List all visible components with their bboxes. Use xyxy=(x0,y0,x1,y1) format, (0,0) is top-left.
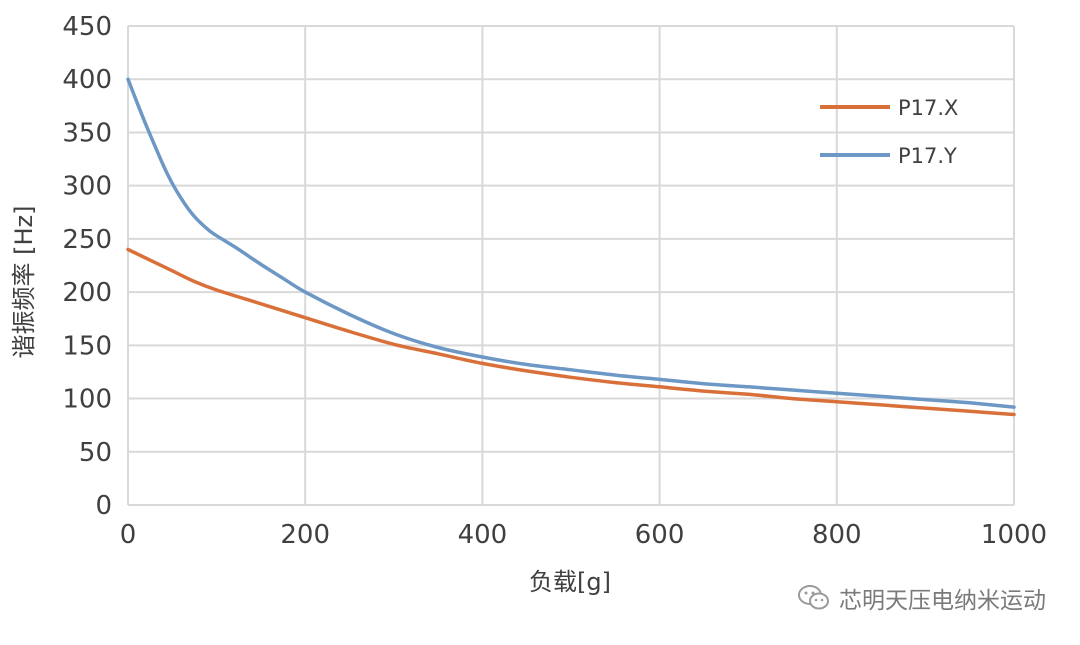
y-tick-label: 300 xyxy=(62,172,112,202)
x-tick-label: 600 xyxy=(635,520,685,550)
series-lines xyxy=(126,77,1016,417)
y-tick-label: 150 xyxy=(62,331,112,361)
x-tick-label: 800 xyxy=(812,520,862,550)
legend-label: P17.Y xyxy=(898,144,957,168)
series-line-p17-y xyxy=(126,77,1016,409)
x-axis-label: 负载[g] xyxy=(529,568,611,596)
y-tick-label: 350 xyxy=(62,118,112,148)
series-line-p17-x xyxy=(126,247,1016,417)
x-tick-label: 0 xyxy=(120,520,137,550)
wechat-icon xyxy=(798,585,829,610)
y-tick-label: 200 xyxy=(62,278,112,308)
y-axis-label: 谐振频率 [Hz] xyxy=(10,206,38,359)
y-tick-label: 0 xyxy=(95,491,112,521)
y-tick-labels: 0 50 100 150 200 250 300 350 400 450 xyxy=(62,12,112,521)
y-tick-label: 250 xyxy=(62,225,112,255)
legend-label: P17.X xyxy=(898,96,958,120)
y-tick-label: 50 xyxy=(79,438,112,468)
x-tick-labels: 0 200 400 600 800 1000 xyxy=(120,520,1047,550)
y-tick-label: 400 xyxy=(62,65,112,95)
watermark-text: 芯明天压电纳米运动 xyxy=(839,588,1046,614)
grid xyxy=(127,25,1015,506)
legend: P17.X P17.Y xyxy=(820,96,958,168)
x-tick-label: 1000 xyxy=(981,520,1047,550)
y-tick-label: 450 xyxy=(62,12,112,42)
x-tick-label: 400 xyxy=(458,520,508,550)
y-tick-label: 100 xyxy=(62,385,112,415)
x-tick-label: 200 xyxy=(280,520,330,550)
watermark: 芯明天压电纳米运动 xyxy=(797,581,1046,615)
